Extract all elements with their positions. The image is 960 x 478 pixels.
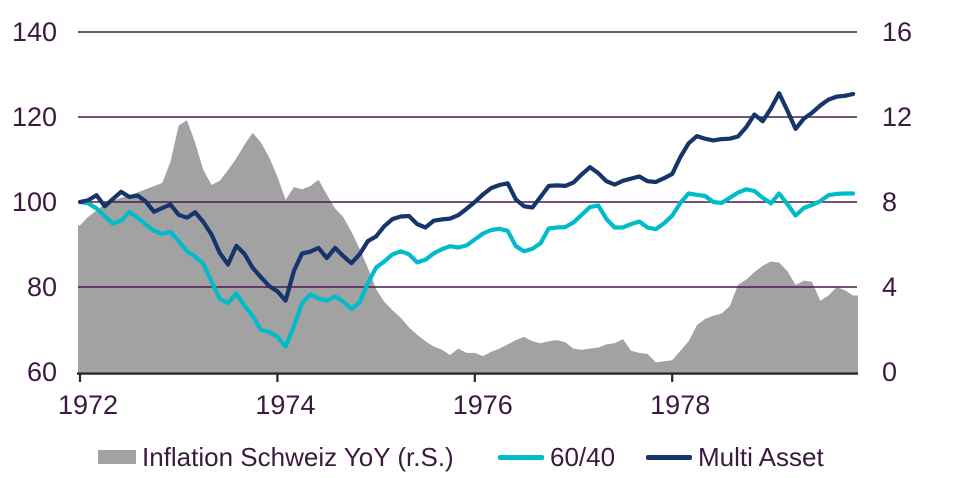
y-right-tick-label: 16 — [882, 17, 912, 47]
y-right-tick-label: 12 — [882, 102, 912, 132]
y-right-tick-label: 4 — [882, 272, 897, 302]
legend-item-60-40: 60/40 — [498, 442, 615, 472]
multi-asset-line-swatch — [646, 454, 692, 460]
chart-legend: Inflation Schweiz YoY (r.S.) 60/40 Multi… — [0, 442, 960, 476]
y-left-tick-label: 80 — [27, 272, 57, 302]
x-tick-label: 1972 — [58, 390, 118, 420]
y-right-tick-label: 8 — [882, 187, 897, 217]
inflation-area-swatch — [98, 450, 136, 464]
legend-item-inflation: Inflation Schweiz YoY (r.S.) — [98, 442, 454, 472]
sixty-forty-line — [77, 187, 856, 349]
x-tick-label: 1974 — [255, 390, 315, 420]
legend-label-60-40: 60/40 — [550, 442, 616, 472]
y-left-tick-label: 120 — [12, 102, 57, 132]
legend-label-multi-asset: Multi Asset — [698, 442, 824, 472]
sixty-forty-line-swatch — [498, 454, 544, 460]
legend-label-inflation: Inflation Schweiz YoY (r.S.) — [142, 442, 454, 472]
legend-item-multi-asset: Multi Asset — [646, 442, 824, 472]
y-left-tick-label: 60 — [27, 357, 57, 387]
multi-asset-line — [77, 91, 856, 303]
inflation-area — [78, 120, 858, 372]
x-tick-label: 1976 — [453, 390, 513, 420]
y-left-tick-label: 100 — [12, 187, 57, 217]
y-right-tick-label: 0 — [882, 357, 897, 387]
x-tick-label: 1978 — [650, 390, 710, 420]
y-left-tick-label: 140 — [12, 17, 57, 47]
